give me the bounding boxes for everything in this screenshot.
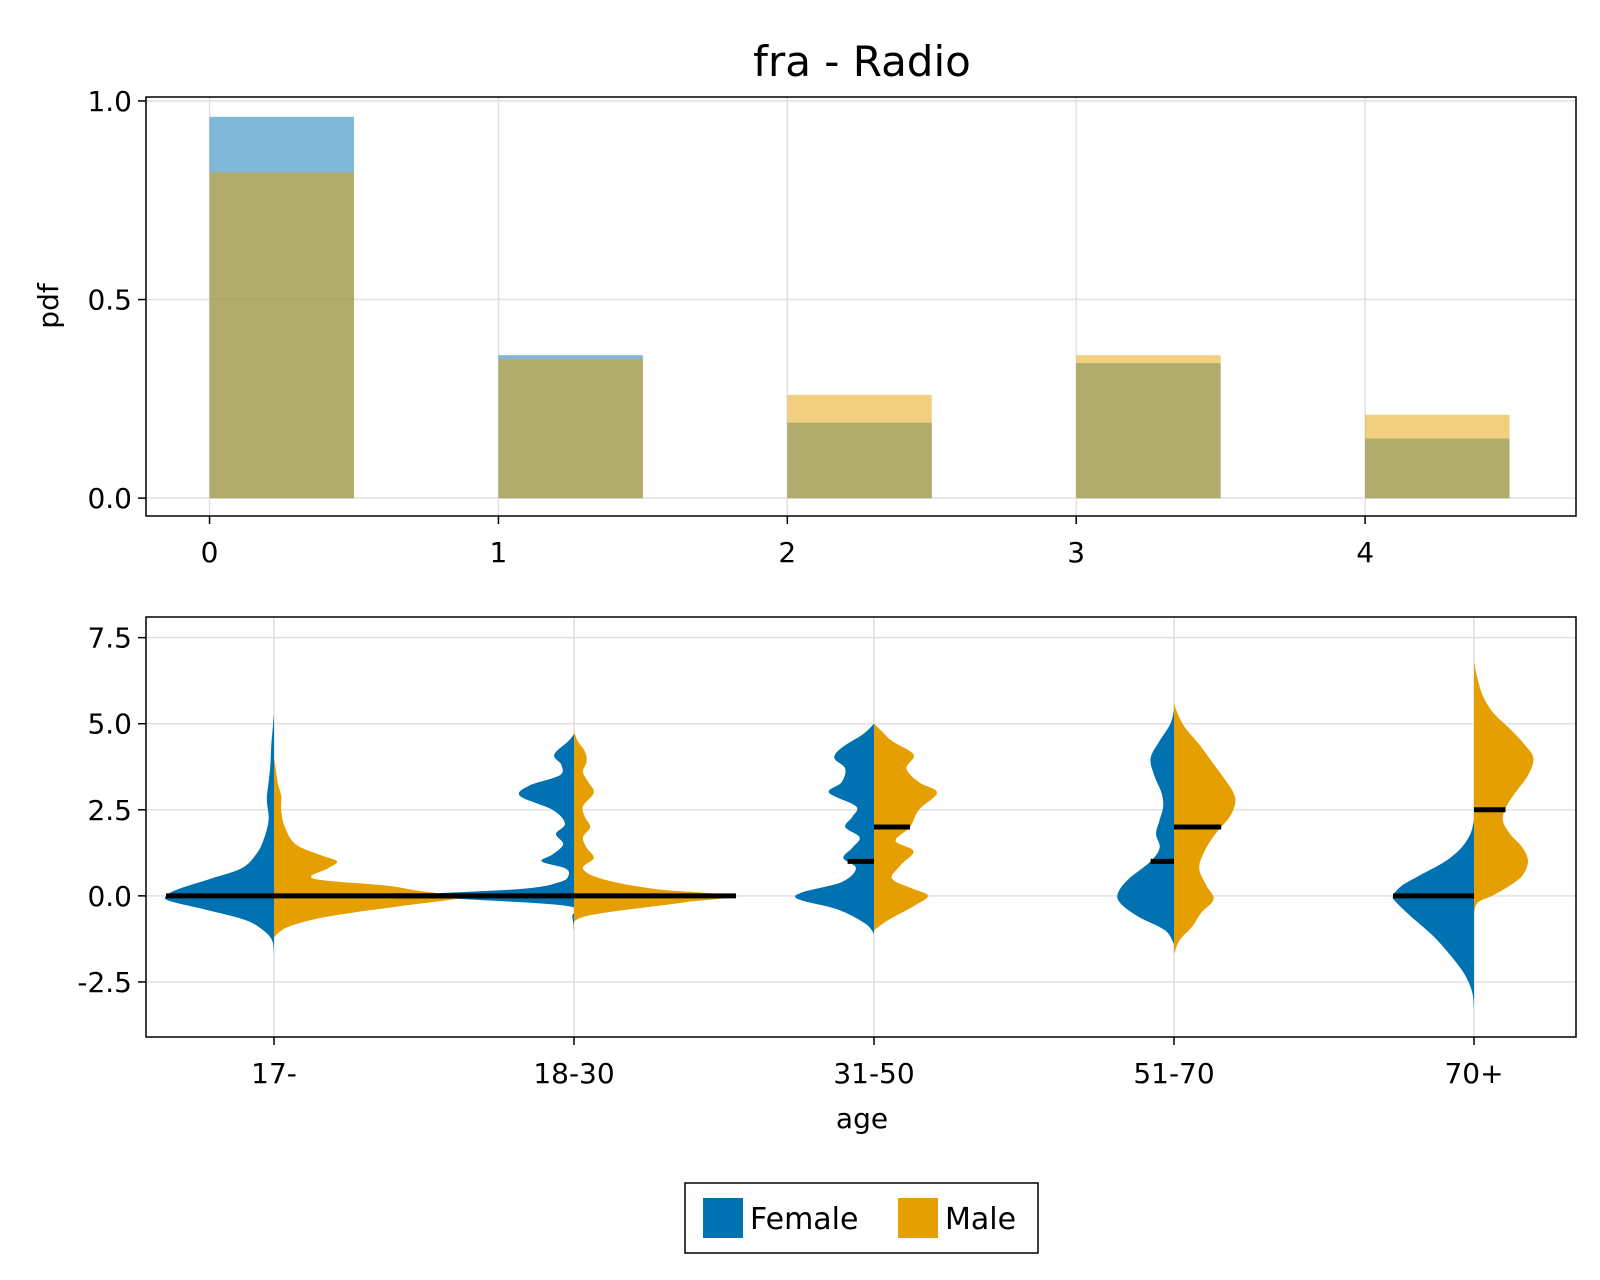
violin-medians [166,807,1506,899]
violin-x-tick-label: 70+ [1444,1057,1503,1090]
histogram-y-tick-label: 0.0 [87,482,132,515]
histogram-frame [145,96,1577,517]
histogram-x-tick-label: 2 [778,536,796,569]
chart-title: fra - Radio [753,37,971,86]
legend-swatch-female [703,1198,743,1238]
violin-half-male [274,758,462,938]
violin-half-male [573,730,737,931]
histogram-bars [209,116,1510,499]
violin-y-tick-label: 0.0 [87,880,132,913]
violin-y-tick-label: 2.5 [87,794,132,827]
violin-x-tick-label: 17- [251,1057,297,1090]
violin-panel: 17- 18-30 31-50 51-70 70+ -2.5 0.0 2.5 5.0 7.5 ag… [77,616,1577,1135]
histogram-bar-male [209,172,354,499]
legend-label-male: Male [945,1202,1016,1237]
violin-half-female [1117,710,1174,944]
violin-frame [145,616,1577,1038]
histogram-y-tick-label: 1.0 [87,85,132,118]
histogram-panel: 0 1 2 3 4 0.0 0.5 1.0 pdf [32,85,1577,569]
violin-y-tick-label: 5.0 [87,708,132,741]
violin-half-female [1392,820,1474,1010]
violin-half-female [794,723,874,934]
histogram-bar-male [1076,355,1221,499]
violin-shapes [164,661,1534,1010]
histogram-y-tick-label: 0.5 [87,284,132,317]
legend: Female Male [684,1182,1039,1254]
histogram-x-tick-label: 3 [1067,536,1085,569]
violin-y-tick-label: -2.5 [77,966,132,999]
violin-x-tick-label: 51-70 [1133,1057,1214,1090]
violin-x-tick-label: 31-50 [833,1057,914,1090]
histogram-bar-male [498,359,643,499]
histogram-bar-male [1365,414,1510,499]
violin-half-female [392,734,578,931]
legend-label-female: Female [750,1202,858,1237]
histogram-x-tick-label: 4 [1356,536,1374,569]
histogram-bar-male [787,394,932,499]
violin-x-axis-label: age [836,1102,888,1135]
violin-x-tick-label: 18-30 [533,1057,614,1090]
legend-swatch-male [898,1198,938,1238]
histogram-x-tick-label: 1 [490,536,508,569]
histogram-ticks: 0 1 2 3 4 0.0 0.5 1.0 [87,85,1374,569]
violin-half-female [164,713,274,955]
histogram-y-axis-label: pdf [32,282,65,329]
violin-y-tick-label: 7.5 [87,622,132,655]
violin-ticks: 17- 18-30 31-50 51-70 70+ -2.5 0.0 2.5 5.0 7.5 [77,622,1503,1090]
histogram-x-tick-label: 0 [201,536,219,569]
legend-frame [684,1182,1039,1254]
violin-half-male [1474,661,1534,914]
